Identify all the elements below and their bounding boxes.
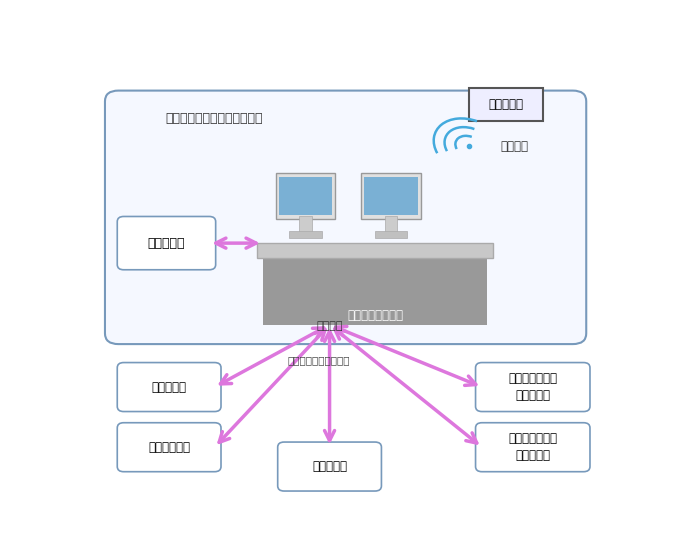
Bar: [361, 173, 421, 219]
FancyBboxPatch shape: [117, 363, 221, 412]
FancyBboxPatch shape: [277, 442, 382, 491]
Text: 第三浄水場: 第三浄水場: [148, 237, 185, 249]
FancyBboxPatch shape: [117, 217, 216, 270]
FancyBboxPatch shape: [117, 423, 221, 472]
Bar: [364, 176, 417, 215]
Text: 岩手県企業局県南施設管理所: 岩手県企業局県南施設管理所: [166, 112, 264, 125]
FancyBboxPatch shape: [105, 90, 586, 344]
Text: 第二浄水場: 第二浄水場: [312, 460, 347, 473]
Text: 第一浄水場: 第一浄水場: [152, 381, 186, 393]
Text: 監視制御: 監視制御: [316, 321, 343, 331]
Bar: [263, 252, 487, 325]
FancyBboxPatch shape: [475, 363, 590, 412]
Text: タブレット: タブレット: [489, 98, 524, 111]
FancyBboxPatch shape: [469, 88, 544, 121]
Bar: [279, 176, 332, 215]
Text: 金ケ崎ろ過施設
（第二期）: 金ケ崎ろ過施設 （第二期）: [509, 372, 558, 402]
FancyBboxPatch shape: [257, 243, 493, 258]
Bar: [275, 173, 335, 219]
Bar: [384, 216, 397, 232]
Text: 専用回線、構内自営線: 専用回線、構内自営線: [288, 355, 350, 365]
Text: 北上ろ過施設: 北上ろ過施設: [148, 441, 190, 454]
Bar: [375, 231, 407, 238]
FancyBboxPatch shape: [475, 423, 590, 472]
Bar: [299, 216, 312, 232]
Bar: [290, 231, 322, 238]
Text: 監視のみ: 監視のみ: [501, 140, 529, 153]
Text: 中央監視制御装置: 中央監視制御装置: [347, 309, 403, 322]
Text: 金ケ崎ろ過施設
（第一期）: 金ケ崎ろ過施設 （第一期）: [509, 432, 558, 462]
